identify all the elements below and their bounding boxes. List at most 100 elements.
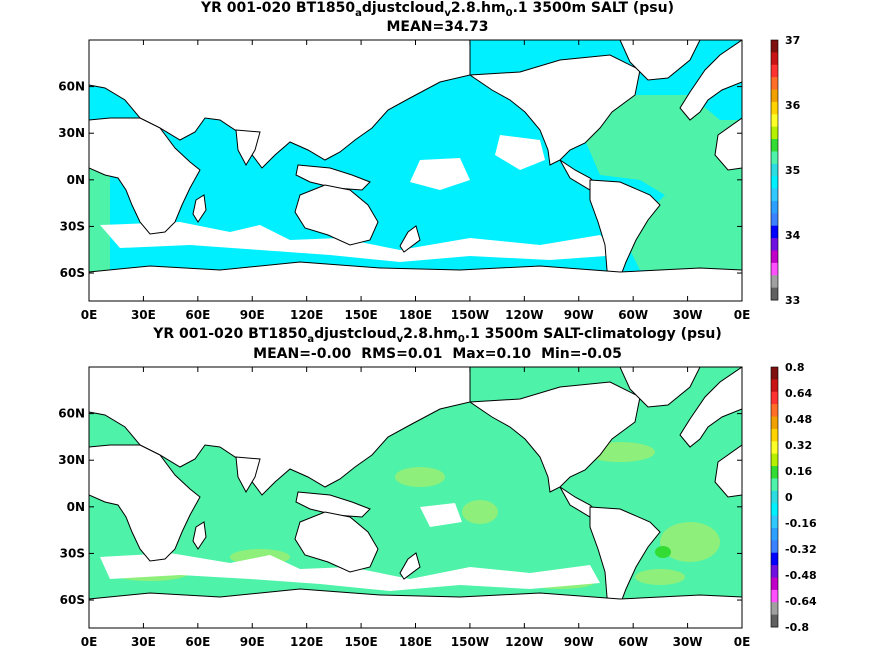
x-tick-label-0-3: 90E (240, 308, 265, 322)
colorbar-swatch (771, 163, 778, 177)
colorbar-swatch (771, 540, 778, 554)
colorbar-tick-label-0-0: 37 (785, 34, 800, 47)
colorbar-swatch (771, 89, 778, 103)
colorbar-tick-label-1-8: -0.48 (785, 569, 817, 582)
colorbar-swatch (771, 238, 778, 251)
y-tick-label-1-0: 60N (58, 407, 85, 421)
colorbar-swatch (771, 490, 778, 504)
colorbar-swatch (771, 40, 778, 53)
chart2-map (88, 366, 743, 629)
x-tick-label-0-4: 120E (290, 308, 323, 322)
colorbar-swatch (771, 250, 778, 264)
colorbar-tick-label-1-6: -0.16 (785, 517, 817, 530)
x-tick-label-1-2: 60E (185, 635, 210, 649)
colorbar-swatch (771, 213, 778, 227)
colorbar-swatch (771, 275, 778, 289)
colorbar-swatch (771, 379, 778, 393)
x-tick-label-1-9: 90W (564, 635, 594, 649)
colorbar-swatch (771, 367, 778, 380)
colorbar-tick-label-1-7: -0.32 (785, 543, 817, 556)
y-tick-label-0-0: 60N (58, 80, 85, 94)
colorbar-swatch (771, 602, 778, 616)
x-tick-label-0-11: 30W (673, 308, 703, 322)
colorbar-swatch (771, 503, 778, 517)
x-tick-label-1-0: 0E (81, 635, 98, 649)
x-tick-label-0-1: 30E (131, 308, 156, 322)
x-tick-label-0-12: 0E (734, 308, 751, 322)
x-tick-label-0-7: 150W (451, 308, 489, 322)
y-tick-label-1-4: 60S (60, 593, 85, 607)
colorbar-swatch (771, 126, 778, 140)
chart1-stats: MEAN=34.73 (386, 19, 489, 35)
x-tick-label-1-10: 60W (618, 635, 648, 649)
chart2-colorbar: 0.8 0.64 0.48 0.32 0.16 0 -0.16 -0.32 -0.48 -0.64… (770, 361, 817, 634)
y-tick-label-0-4: 60S (60, 266, 85, 280)
x-tick-label-1-11: 30W (673, 635, 703, 649)
colorbar-swatch (771, 614, 778, 628)
colorbar-swatch (771, 527, 778, 541)
chart2-axes: 0E 30E 60E 90E 120E 150E 180E 150W 120W 90W 60W 30W… (58, 367, 750, 649)
colorbar-swatch (771, 565, 778, 578)
y-tick-label-0-1: 30N (58, 126, 85, 140)
colorbar-swatch (771, 404, 778, 418)
colorbar-tick-label-0-2: 35 (785, 164, 800, 177)
colorbar-swatch (771, 589, 778, 603)
colorbar-swatch (771, 101, 778, 115)
colorbar-swatch (771, 577, 778, 591)
colorbar-swatch (771, 441, 778, 455)
colorbar-swatch (771, 188, 778, 202)
y-tick-label-1-1: 30N (58, 453, 85, 467)
colorbar-tick-label-1-1: 0.64 (785, 387, 812, 400)
x-tick-label-1-7: 150W (451, 635, 489, 649)
colorbar-swatch (771, 466, 778, 479)
colorbar-tick-label-1-0: 0.8 (785, 361, 805, 374)
x-tick-label-1-12: 0E (734, 635, 751, 649)
x-tick-label-0-2: 60E (185, 308, 210, 322)
colorbar-swatch (771, 52, 778, 66)
colorbar-swatch (771, 64, 778, 78)
chart1-colorbar: 37 36 35 34 33 (770, 34, 801, 307)
colorbar-tick-label-1-3: 0.32 (785, 439, 812, 452)
colorbar-tick-label-1-9: -0.64 (785, 595, 817, 608)
y-tick-label-0-2: 0N (67, 173, 85, 187)
colorbar-tick-label-1-2: 0.48 (785, 413, 812, 426)
x-tick-label-1-5: 150E (344, 635, 377, 649)
x-tick-label-1-8: 120W (505, 635, 543, 649)
colorbar-tick-label-0-3: 34 (785, 229, 801, 242)
y-tick-label-0-3: 30S (60, 219, 85, 233)
colorbar-swatch (771, 515, 778, 529)
colorbar-swatch (771, 391, 778, 405)
chart1-atlantic-field (585, 95, 742, 270)
colorbar-swatch (771, 262, 778, 276)
chart2-stats: MEAN=-0.00 RMS=0.01 Max=0.10 Min=-0.05 (253, 346, 622, 362)
colorbar-swatch (771, 139, 778, 152)
colorbar-swatch (771, 77, 778, 91)
chart2-strong-patch (655, 546, 671, 558)
x-tick-label-0-6: 180E (399, 308, 432, 322)
colorbar-swatch (771, 225, 778, 239)
colorbar-swatch (771, 453, 778, 467)
colorbar-swatch (771, 478, 778, 492)
chart2-title: YR 001-020 BT1850adjustcloudv2.8.hm0.1 3… (153, 326, 722, 345)
x-tick-label-0-5: 150E (344, 308, 377, 322)
y-tick-label-1-2: 0N (67, 500, 85, 514)
colorbar-swatch (771, 552, 778, 566)
colorbar-swatch (771, 151, 778, 165)
chart1-atlantic-west-field (89, 160, 110, 300)
colorbar-tick-label-0-4: 33 (785, 294, 800, 307)
colorbar-swatch (771, 428, 778, 442)
chart1-map (88, 39, 743, 302)
x-tick-label-0-10: 60W (618, 308, 648, 322)
x-tick-label-1-3: 90E (240, 635, 265, 649)
colorbar-swatch (771, 416, 778, 430)
colorbar-tick-label-1-5: 0 (785, 491, 793, 504)
x-tick-label-0-9: 90W (564, 308, 594, 322)
colorbar-tick-label-1-10: -0.8 (785, 621, 809, 634)
x-tick-label-0-0: 0E (81, 308, 98, 322)
colorbar-tick-label-1-4: 0.16 (785, 465, 812, 478)
x-tick-label-1-4: 120E (290, 635, 323, 649)
chart1-title: YR 001-020 BT1850adjustcloudv2.8.hm0.1 3… (200, 0, 674, 19)
colorbar-swatch (771, 176, 778, 190)
x-tick-label-1-1: 30E (131, 635, 156, 649)
